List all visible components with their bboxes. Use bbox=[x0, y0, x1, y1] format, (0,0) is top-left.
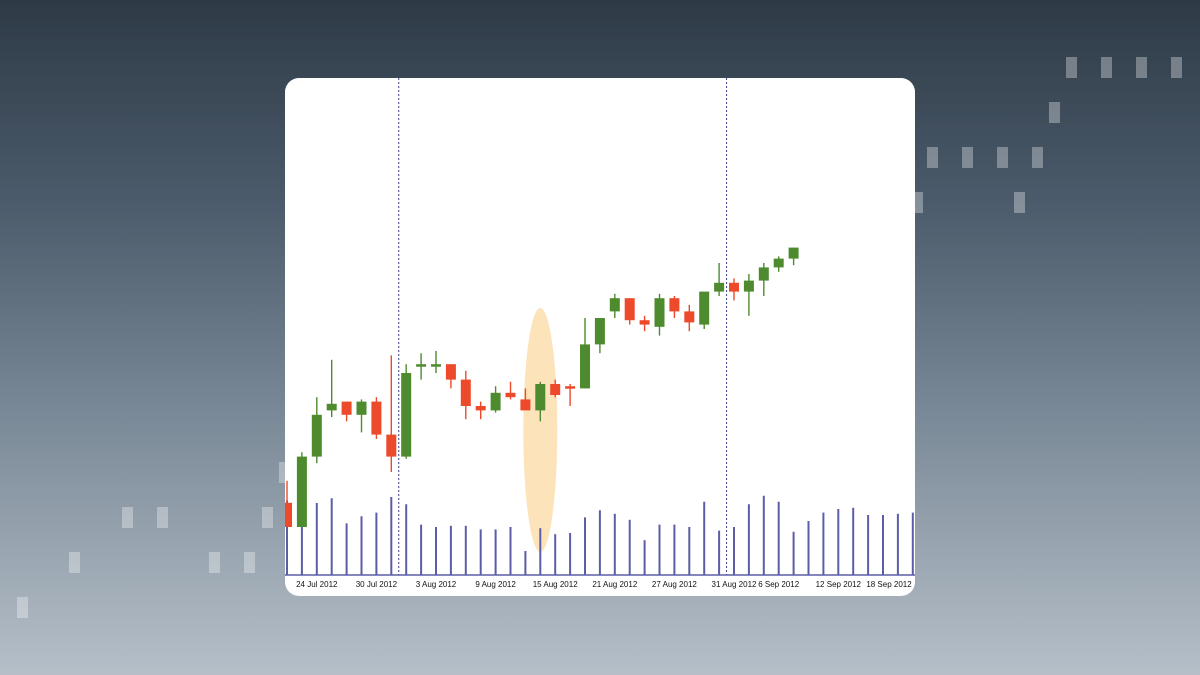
x-tick-label: 24 Jul 2012 bbox=[296, 580, 338, 589]
candle-body-bearish bbox=[445, 364, 456, 380]
candle-body-bullish bbox=[416, 364, 427, 367]
x-tick-label: 18 Sep 2012 bbox=[866, 580, 912, 589]
x-tick-label: 15 Aug 2012 bbox=[533, 580, 578, 589]
candle-body-bullish bbox=[743, 280, 754, 292]
candle-body-bearish bbox=[341, 401, 352, 415]
candle-body-bullish bbox=[490, 392, 501, 411]
candle-body-bullish bbox=[431, 364, 441, 367]
candlestick-chart: 24 Jul 2012 30 Jul 2012 3 Aug 2012 9 Aug 20… bbox=[285, 78, 915, 589]
candle-body-bullish bbox=[326, 403, 337, 411]
x-tick-label: 9 Aug 2012 bbox=[475, 580, 516, 589]
candle-body-bearish bbox=[729, 282, 739, 292]
candle-body-bullish bbox=[654, 298, 665, 327]
candle-body-bullish bbox=[788, 247, 799, 259]
candle-body-bearish bbox=[371, 401, 382, 435]
candle-body-bullish bbox=[311, 414, 322, 457]
candle-body-bearish bbox=[475, 406, 486, 411]
candle-body-bearish bbox=[285, 502, 292, 527]
x-tick-label: 3 Aug 2012 bbox=[416, 580, 457, 589]
x-tick-label: 27 Aug 2012 bbox=[652, 580, 697, 589]
candle-body-bullish bbox=[535, 384, 546, 411]
candle-body-bearish bbox=[550, 384, 561, 395]
candle-body-bullish bbox=[699, 291, 710, 325]
candle-body-bullish bbox=[773, 258, 784, 268]
x-tick-label: 12 Sep 2012 bbox=[816, 580, 862, 589]
candle-body-bullish bbox=[758, 267, 769, 281]
candle-body-bearish bbox=[669, 298, 680, 312]
candle-body-bullish bbox=[580, 344, 590, 389]
x-tick-label: 6 Sep 2012 bbox=[758, 580, 799, 589]
chart-card: 24 Jul 2012 30 Jul 2012 3 Aug 2012 9 Aug 20… bbox=[285, 78, 915, 596]
highlight-ellipse bbox=[523, 308, 558, 552]
candle-body-bullish bbox=[714, 282, 725, 292]
candle-body-bullish bbox=[296, 456, 307, 527]
candle-body-bearish bbox=[386, 434, 397, 457]
candle-body-bullish bbox=[609, 298, 620, 312]
candle-body-bearish bbox=[639, 320, 650, 325]
candle-body-bearish bbox=[505, 392, 516, 398]
candle-body-bearish bbox=[624, 298, 635, 321]
candle-body-bullish bbox=[594, 318, 605, 345]
candle-body-bearish bbox=[460, 379, 471, 406]
candle-body-bullish bbox=[401, 373, 412, 457]
x-tick-label: 21 Aug 2012 bbox=[592, 580, 637, 589]
candle-body-bearish bbox=[684, 311, 695, 323]
candle-body-bearish bbox=[565, 386, 576, 389]
x-tick-label: 30 Jul 2012 bbox=[356, 580, 398, 589]
candle-body-bearish bbox=[520, 399, 531, 411]
candle-body-bullish bbox=[356, 401, 367, 415]
x-tick-label: 31 Aug 2012 bbox=[712, 580, 757, 589]
